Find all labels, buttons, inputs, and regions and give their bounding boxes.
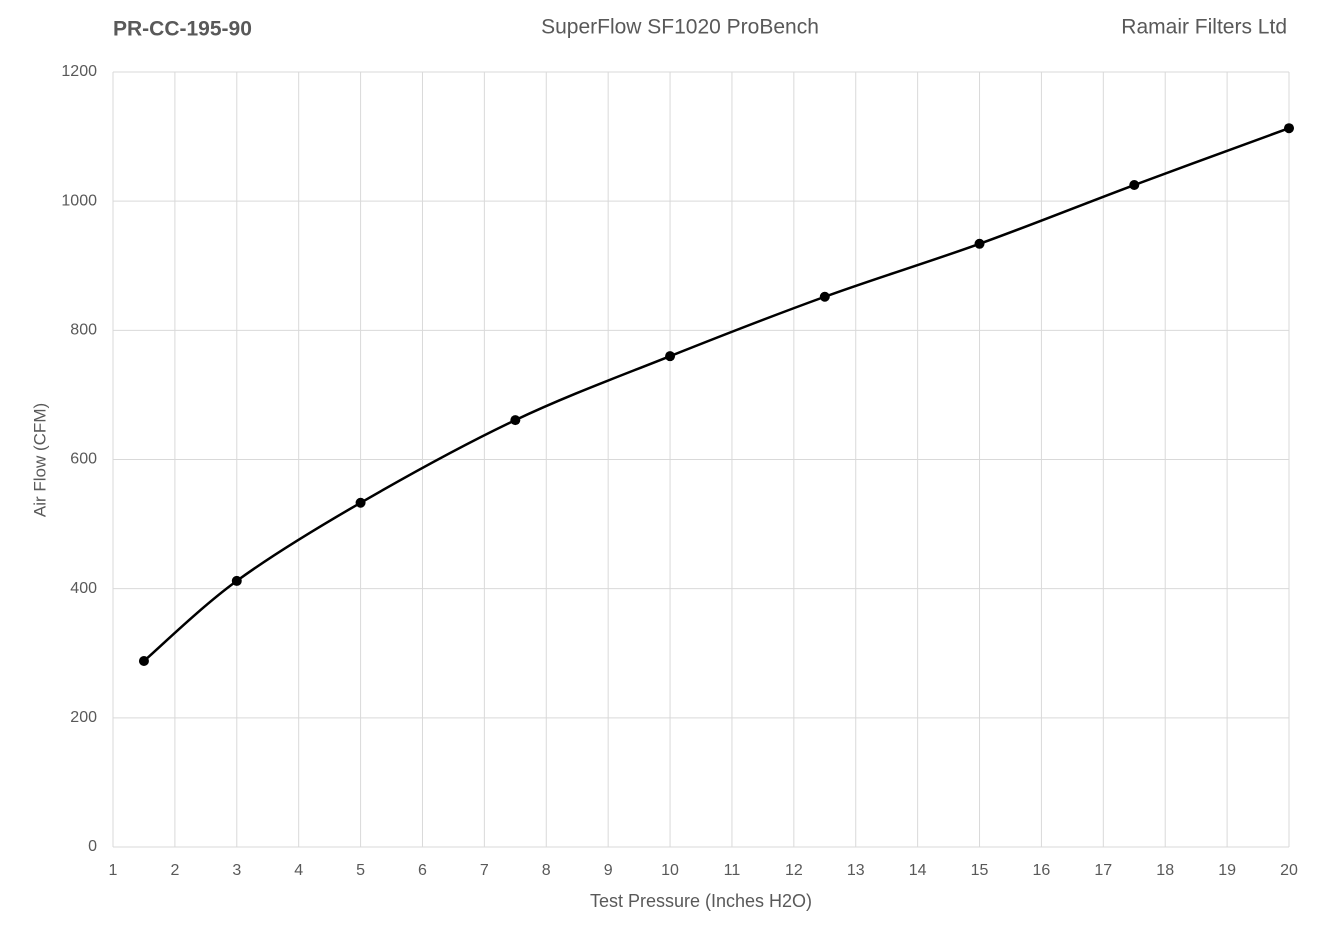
x-tick-label: 5 xyxy=(356,862,365,879)
x-tick-label: 19 xyxy=(1218,862,1236,879)
y-axis-label: Air Flow (CFM) xyxy=(30,403,49,517)
point xyxy=(1129,180,1140,191)
x-tick-label: 11 xyxy=(724,862,741,879)
x-tick-label: 3 xyxy=(232,862,241,879)
x-tick-label: 8 xyxy=(542,862,551,879)
y-tick-label: 800 xyxy=(70,322,97,339)
x-tick-label: 1 xyxy=(109,862,118,879)
point xyxy=(665,351,676,362)
y-tick-label: 600 xyxy=(70,451,97,468)
x-tick-label: 4 xyxy=(294,862,303,879)
company: Ramair Filters Ltd xyxy=(1121,16,1287,39)
x-axis-label: Test Pressure (Inches H2O) xyxy=(590,891,812,911)
x-tick-label: 15 xyxy=(971,862,989,879)
x-tick-label: 16 xyxy=(1033,862,1051,879)
x-tick-label: 9 xyxy=(604,862,613,879)
y-tick-label: 400 xyxy=(70,580,97,597)
point xyxy=(974,238,985,249)
y-tick-label: 200 xyxy=(70,709,97,726)
y-tick-label: 1000 xyxy=(61,192,97,209)
line xyxy=(143,127,1290,662)
x-tick-label: 6 xyxy=(418,862,427,879)
x-tick-label: 20 xyxy=(1280,862,1298,879)
point xyxy=(819,291,830,302)
x-tick-label: 12 xyxy=(785,862,803,879)
point xyxy=(355,497,366,508)
x-tick-label: 2 xyxy=(170,862,179,879)
x-tick-label: 7 xyxy=(480,862,489,879)
x-tick-label: 13 xyxy=(847,862,865,879)
point xyxy=(231,575,242,586)
y-tick-label: 1200 xyxy=(61,63,97,80)
x-tick-label: 18 xyxy=(1156,862,1174,879)
chart-id: PR-CC-195-90 xyxy=(113,18,252,41)
chart-title: SuperFlow SF1020 ProBench xyxy=(541,16,819,39)
x-tick-label: 17 xyxy=(1094,862,1112,879)
x-tick-label: 10 xyxy=(661,862,679,879)
x-tick-label: 14 xyxy=(909,862,927,879)
point xyxy=(138,656,149,666)
y-tick-label: 0 xyxy=(88,838,97,855)
point xyxy=(1284,123,1294,134)
point xyxy=(510,415,521,426)
